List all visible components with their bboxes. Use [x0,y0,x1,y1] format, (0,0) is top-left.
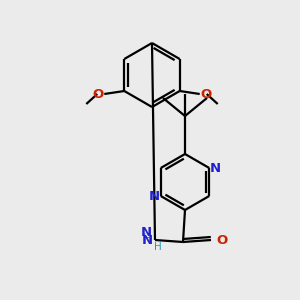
Text: N: N [148,190,160,202]
Text: N: N [142,233,153,247]
Text: H: H [154,242,162,252]
Text: N: N [210,161,221,175]
Text: O: O [216,233,227,247]
Text: N: N [141,226,152,239]
Text: O: O [201,88,212,100]
Text: H: H [143,232,152,245]
Text: O: O [92,88,103,100]
